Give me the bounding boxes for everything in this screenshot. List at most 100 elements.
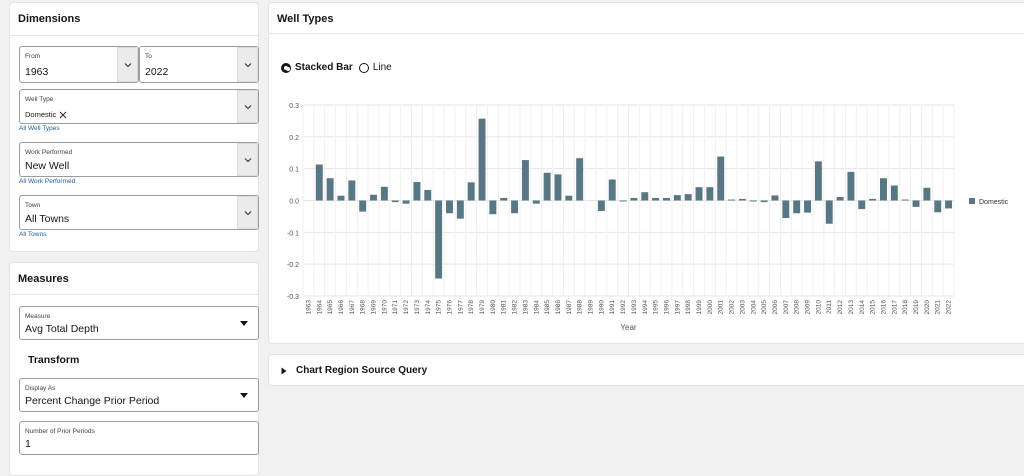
source-query-panel[interactable]: Chart Region Source Query: [268, 354, 1024, 386]
x-tick-label: 1967: [349, 300, 356, 315]
all-well-types-link[interactable]: All Well Types: [19, 125, 60, 132]
measure-value: Avg Total Depth: [25, 323, 99, 335]
x-tick-label: 1979: [479, 300, 486, 315]
x-tick-label: 1972: [403, 300, 410, 315]
bar: [489, 201, 496, 215]
transform-heading: Transform: [28, 354, 79, 366]
well-type-label: Well Type: [25, 96, 53, 103]
from-dropdown-button[interactable]: [117, 47, 138, 82]
x-tick-label: 2002: [729, 300, 736, 315]
to-dropdown-button[interactable]: [237, 47, 258, 82]
bar: [370, 195, 377, 201]
town-dropdown-button[interactable]: [237, 196, 258, 229]
display-as-select[interactable]: Display As Percent Change Prior Period: [19, 378, 259, 412]
town-label: Town: [25, 202, 40, 209]
x-tick-label: 1974: [425, 300, 432, 315]
x-tick-label: 1982: [512, 300, 519, 315]
x-tick-label: 1980: [490, 300, 497, 315]
measures-divider: [10, 294, 258, 295]
x-tick-label: 2006: [772, 300, 779, 315]
caret-down-icon: [240, 393, 248, 398]
bar: [793, 201, 800, 214]
bar: [641, 192, 648, 200]
x-tick-label: 1977: [457, 300, 464, 315]
x-tick-label: 2001: [718, 300, 725, 315]
source-query-title: Chart Region Source Query: [296, 365, 427, 376]
x-tick-label: 2008: [794, 300, 801, 315]
bar: [804, 201, 811, 213]
measures-panel: Measures Measure Avg Total Depth Transfo…: [9, 262, 259, 476]
legend-label: Domestic: [979, 199, 1009, 206]
bar: [902, 200, 909, 201]
x-tick-label: 2000: [707, 300, 714, 315]
work-performed-dropdown-button[interactable]: [237, 143, 258, 176]
bar: [359, 201, 366, 212]
y-tick-label: 0.0: [289, 199, 299, 206]
all-towns-link[interactable]: All Towns: [19, 231, 46, 238]
dimensions-divider: [10, 35, 258, 36]
x-tick-label: 1965: [327, 300, 334, 315]
x-tick-label: 1988: [577, 300, 584, 315]
work-performed-value: New Well: [25, 160, 69, 172]
x-tick-label: 1993: [631, 300, 638, 315]
x-tick-label: 2019: [913, 300, 920, 315]
bar: [696, 187, 703, 200]
town-select[interactable]: Town All Towns: [19, 195, 259, 230]
x-tick-label: 1973: [414, 300, 421, 315]
to-select[interactable]: To 2022: [139, 46, 259, 83]
y-tick-label: 0.1: [289, 167, 299, 174]
well-type-select[interactable]: Well Type Domestic: [19, 89, 259, 124]
measures-title: Measures: [18, 273, 69, 285]
x-tick-label: 1991: [609, 300, 616, 315]
well-type-dropdown-button[interactable]: [237, 90, 258, 123]
x-tick-label: 1975: [436, 300, 443, 315]
y-tick-label: 0.2: [289, 135, 299, 142]
caret-right-icon: [280, 367, 288, 375]
radio-line-label: Line: [373, 62, 392, 73]
bar: [620, 201, 627, 202]
from-select[interactable]: From 1963: [19, 46, 139, 83]
x-tick-label: 1963: [305, 300, 312, 315]
x-tick-label: 2014: [859, 300, 866, 315]
prior-periods-value: 1: [25, 438, 31, 450]
all-work-performed-link[interactable]: All Work Performed: [19, 178, 75, 185]
from-value: 1963: [25, 66, 48, 78]
x-tick-label: 1971: [392, 300, 399, 315]
x-tick-label: 2010: [815, 300, 822, 315]
x-tick-label: 2011: [826, 300, 833, 314]
radio-line[interactable]: Line: [359, 62, 392, 73]
x-tick-label: 1968: [360, 300, 367, 315]
bar: [663, 198, 670, 201]
bar: [338, 196, 345, 201]
radio-unselected-icon: [359, 63, 369, 73]
bar: [500, 198, 507, 201]
dimensions-panel: Dimensions From 1963 To 2022 Well Type D…: [9, 2, 259, 252]
prior-periods-label: Number of Prior Periods: [25, 428, 95, 435]
bar: [772, 195, 779, 200]
x-tick-label: 2003: [739, 300, 746, 315]
bar: [945, 201, 952, 209]
x-tick-label: 1997: [674, 300, 681, 315]
bar: [717, 157, 724, 201]
bar: [381, 187, 388, 201]
radio-selected-icon: [281, 63, 291, 73]
bar: [468, 182, 475, 200]
bar: [446, 201, 453, 214]
x-tick-label: 1987: [566, 300, 573, 315]
bar: [435, 201, 442, 279]
caret-down-icon: [240, 321, 248, 326]
work-performed-select[interactable]: Work Performed New Well: [19, 142, 259, 177]
radio-stacked-bar[interactable]: Stacked Bar: [281, 62, 353, 73]
x-tick-label: 2017: [891, 300, 898, 315]
prior-periods-input[interactable]: Number of Prior Periods 1: [19, 421, 259, 455]
bar: [674, 195, 681, 200]
close-icon[interactable]: [59, 111, 67, 119]
bar: [891, 186, 898, 201]
x-tick-label: 1964: [316, 300, 323, 315]
measure-select[interactable]: Measure Avg Total Depth: [19, 306, 259, 340]
bar: [815, 161, 822, 200]
x-tick-label: 1983: [522, 300, 529, 315]
chevron-down-icon: [244, 157, 252, 163]
chevron-down-icon: [124, 62, 132, 68]
